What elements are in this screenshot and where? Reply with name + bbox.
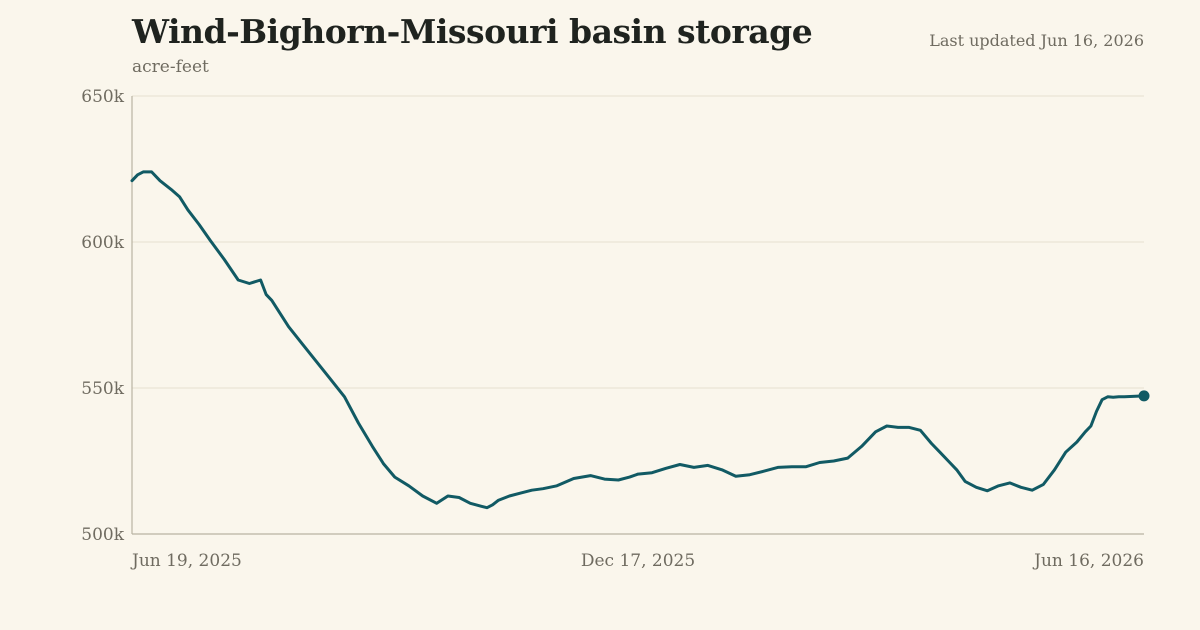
gridlines	[132, 95, 1144, 535]
latest-value-point	[1138, 390, 1150, 402]
y-tick-label: 500k	[81, 525, 124, 545]
x-tick-label: Jun 19, 2025	[130, 551, 242, 571]
y-tick-label: 550k	[81, 379, 124, 399]
y-tick-label: 600k	[81, 233, 124, 253]
x-axis: Jun 19, 2025 Dec 17, 2025 Jun 16, 2026	[130, 551, 1144, 571]
series-line	[130, 170, 1146, 510]
x-tick-label: Dec 17, 2025	[581, 551, 695, 571]
series-layer	[130, 170, 1150, 510]
y-axis: 500k 550k 600k 650k	[81, 87, 133, 545]
y-tick-label: 650k	[81, 87, 124, 107]
chart-title: Wind-Bighorn-Missouri basin storage	[132, 12, 813, 51]
x-tick-label: Jun 16, 2026	[1032, 551, 1144, 571]
chart-subtitle-units: acre-feet	[132, 57, 209, 77]
last-updated-label: Last updated Jun 16, 2026	[929, 31, 1144, 50]
